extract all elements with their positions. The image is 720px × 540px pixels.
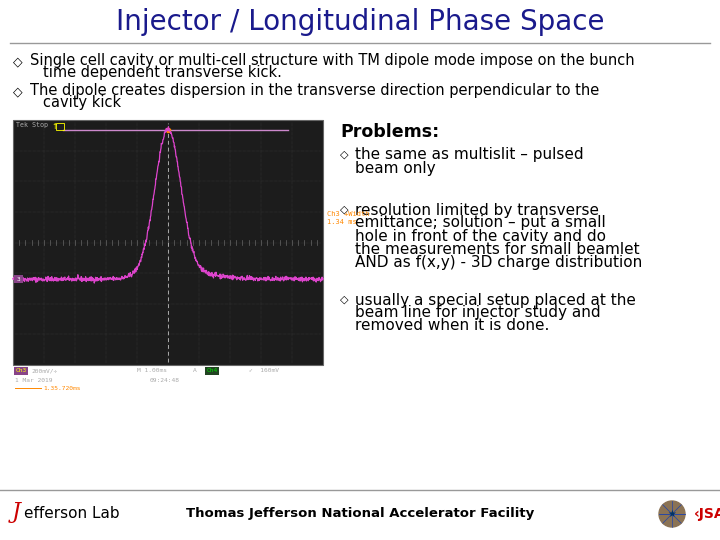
Text: ◇: ◇ <box>340 150 348 160</box>
Text: removed when it is done.: removed when it is done. <box>355 319 549 334</box>
Text: the same as multislit – pulsed: the same as multislit – pulsed <box>355 147 584 163</box>
Text: hole in front of the cavity and do: hole in front of the cavity and do <box>355 228 606 244</box>
Bar <box>205 367 219 375</box>
Text: 3: 3 <box>17 276 20 282</box>
Text: ◇: ◇ <box>13 85 23 98</box>
Text: efferson Lab: efferson Lab <box>24 507 120 522</box>
Text: Single cell cavity or multi-cell structure with TM dipole mode impose on the bun: Single cell cavity or multi-cell structu… <box>30 53 634 69</box>
Text: ◇: ◇ <box>340 205 348 215</box>
Text: beam only: beam only <box>355 160 436 176</box>
Text: A: A <box>193 368 197 374</box>
Text: beam line for injector study and: beam line for injector study and <box>355 306 600 321</box>
Bar <box>14 367 28 375</box>
Circle shape <box>659 501 685 527</box>
Text: M 1.00ms: M 1.00ms <box>137 368 167 374</box>
Bar <box>56 123 64 130</box>
Text: time dependent transverse kick.: time dependent transverse kick. <box>43 65 282 80</box>
Text: ‹JSA: ‹JSA <box>694 507 720 521</box>
Text: 1 Mar 2019: 1 Mar 2019 <box>15 379 53 383</box>
Text: resolution limited by transverse: resolution limited by transverse <box>355 202 599 218</box>
Text: ↑: ↑ <box>51 122 58 131</box>
Text: ★: ★ <box>667 509 676 519</box>
Text: AND as f(x,y) - 3D charge distribution: AND as f(x,y) - 3D charge distribution <box>355 254 642 269</box>
Bar <box>14 275 23 284</box>
Text: The dipole creates dispersion in the transverse direction perpendicular to the: The dipole creates dispersion in the tra… <box>30 84 599 98</box>
Text: usually a special setup placed at the: usually a special setup placed at the <box>355 293 636 307</box>
Text: the measurements for small beamlet: the measurements for small beamlet <box>355 241 639 256</box>
Text: J: J <box>12 501 21 523</box>
Text: ◇: ◇ <box>340 295 348 305</box>
Text: Ch3 +Width
1.34 ms: Ch3 +Width 1.34 ms <box>327 212 369 225</box>
Text: cavity kick: cavity kick <box>43 96 121 111</box>
Text: 09:24:48: 09:24:48 <box>150 379 179 383</box>
Text: Thomas Jefferson National Accelerator Facility: Thomas Jefferson National Accelerator Fa… <box>186 508 534 521</box>
Text: Injector / Longitudinal Phase Space: Injector / Longitudinal Phase Space <box>116 8 604 36</box>
Bar <box>13 120 323 365</box>
Text: 200mV/÷: 200mV/÷ <box>31 368 58 374</box>
Text: Tek Stop: Tek Stop <box>16 122 48 128</box>
Text: Problems:: Problems: <box>340 123 439 141</box>
Text: 1.35.720ms: 1.35.720ms <box>43 386 81 390</box>
Text: ◇: ◇ <box>13 56 23 69</box>
Text: Ch3: Ch3 <box>15 368 27 374</box>
Text: ✓  160mV: ✓ 160mV <box>248 368 279 374</box>
Text: emittance; solution – put a small: emittance; solution – put a small <box>355 215 606 231</box>
Text: Ch4: Ch4 <box>207 368 218 374</box>
